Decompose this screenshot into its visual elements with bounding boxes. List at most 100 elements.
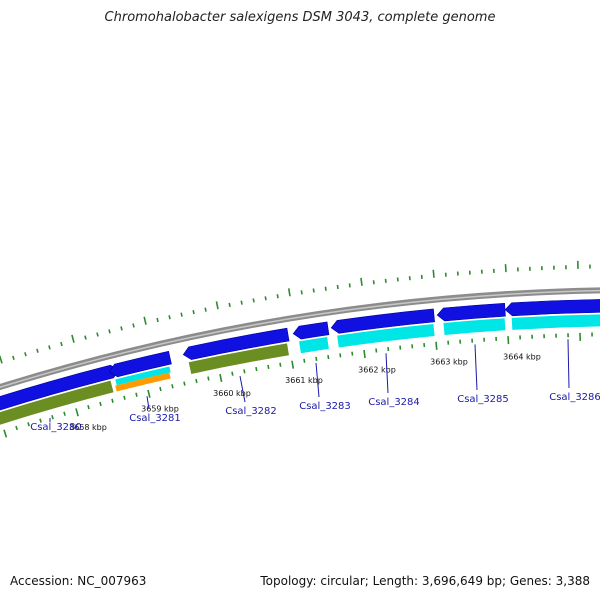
gene-label-Csal_3283: Csal_3283 (299, 401, 351, 412)
scale-tick-inner (243, 369, 246, 374)
kbp-label: 3662 kbp (358, 366, 396, 375)
scale-tick-outer (228, 302, 231, 308)
scale-tick-inner (123, 395, 126, 400)
cog-block-Csal_3281-a (115, 366, 171, 386)
scale-tick-outer (120, 326, 123, 331)
kbp-label: 3659 kbp (141, 405, 179, 414)
gene-leader-line (474, 344, 478, 391)
scale-tick-inner (363, 349, 366, 359)
cog-block-Csal_3281-b (115, 372, 171, 392)
scale-tick-inner (147, 389, 151, 398)
scale-tick-outer (204, 307, 207, 312)
scale-tick-outer (300, 290, 303, 295)
scale-tick-inner (159, 386, 162, 392)
scale-tick-inner (99, 401, 102, 407)
scale-tick-outer (143, 316, 147, 325)
kbp-label: 3663 kbp (430, 358, 468, 367)
scale-ticks (0, 260, 593, 438)
scale-tick-outer (168, 315, 171, 320)
scale-tick-inner (111, 398, 114, 403)
scale-tick-inner (3, 429, 8, 438)
scale-tick-inner (267, 364, 270, 370)
scale-tick-outer (96, 332, 99, 337)
scale-tick-inner (27, 422, 30, 427)
scale-tick-outer (192, 309, 195, 315)
gene-arrow-Csal_3281 (108, 350, 172, 378)
scale-tick-inner (219, 373, 223, 383)
scale-tick-outer (324, 286, 327, 291)
gene-label-Csal_3284: Csal_3284 (368, 397, 420, 408)
scale-tick-outer (71, 334, 75, 343)
gene-label-Csal_3280: Csal_3280 (30, 422, 82, 433)
gene-arrow-Csal_3284 (330, 308, 435, 334)
scale-tick-inner (435, 341, 438, 350)
kbp-label: 3660 kbp (213, 389, 251, 398)
scale-tick-outer (240, 300, 243, 305)
scale-tick-inner (255, 366, 258, 372)
genome-title: Chromohalobacter salexigens DSM 3043, co… (104, 10, 496, 25)
scale-tick-outer (360, 277, 363, 286)
gene-leader-line (385, 353, 389, 394)
gene-arrow-Csal_3286 (504, 299, 600, 317)
gene-leader-line (315, 362, 320, 398)
scale-tick-inner (75, 408, 79, 417)
scale-tick-inner (195, 378, 198, 384)
scale-tick-outer (60, 341, 63, 347)
scale-tick-outer (24, 352, 27, 357)
scale-tick-inner (351, 351, 354, 356)
scale-tick-inner (315, 356, 318, 362)
cog-track (0, 314, 600, 425)
scale-tick-inner (135, 392, 138, 397)
accession-label: Accession: NC_007963 (10, 574, 147, 588)
gene-arrow-Csal_3283 (292, 321, 330, 340)
scale-tick-inner (183, 381, 186, 386)
kbp-label: 3658 kbp (69, 423, 107, 432)
scale-tick-inner (63, 411, 66, 416)
scale-tick-inner (279, 362, 282, 367)
scale-tick-inner (39, 418, 42, 423)
scale-tick-outer (180, 312, 183, 317)
cog-block-Csal_3282 (188, 343, 289, 374)
scale-tick-outer (12, 355, 15, 360)
scale-tick-outer (36, 348, 39, 353)
scale-tick-outer (48, 345, 51, 350)
scale-tick-outer (264, 296, 267, 301)
scale-tick-inner (327, 354, 330, 360)
cog-block-Csal_3285 (443, 318, 506, 336)
scale-tick-outer (84, 335, 87, 340)
cog-block-Csal_3280 (0, 380, 114, 425)
scale-tick-inner (207, 376, 210, 381)
scale-tick-inner (291, 360, 295, 369)
scale-tick-inner (87, 404, 90, 410)
genome-stats: Topology: circular; Length: 3,696,649 bp… (260, 574, 590, 588)
cog-block-Csal_3286 (511, 314, 600, 330)
scale-tick-outer (156, 317, 159, 323)
scale-tick-inner (339, 353, 342, 358)
scale-tick-inner (231, 371, 234, 376)
gene-leader-line (567, 339, 570, 389)
scale-tick-outer (432, 269, 435, 278)
gene-leader-line (146, 396, 150, 410)
kbp-label: 3664 kbp (503, 352, 541, 361)
scale-tick-inner (51, 415, 54, 420)
gene-label-Csal_3286: Csal_3286 (549, 392, 600, 403)
scale-tick-outer (287, 288, 291, 297)
scale-tick-outer (0, 355, 3, 364)
scale-tick-outer (252, 298, 255, 303)
gene-leader-line (239, 376, 246, 403)
gene-arrow-Csal_3285 (436, 302, 506, 322)
scale-tick-outer (348, 283, 351, 288)
gene-arrow-Csal_3282 (182, 327, 290, 360)
scale-tick-outer (132, 323, 135, 328)
gene-label-Csal_3285: Csal_3285 (457, 394, 509, 405)
scale-tick-outer (336, 284, 339, 290)
cog-block-Csal_3284 (337, 324, 435, 348)
gene-track (0, 299, 600, 411)
scale-tick-outer (312, 288, 315, 293)
scale-tick-outer (276, 294, 279, 299)
scale-tick-outer (215, 301, 219, 310)
gene-label-Csal_3282: Csal_3282 (225, 406, 277, 417)
gene-label-Csal_3281: Csal_3281 (129, 413, 181, 424)
scale-tick-inner (15, 425, 18, 431)
